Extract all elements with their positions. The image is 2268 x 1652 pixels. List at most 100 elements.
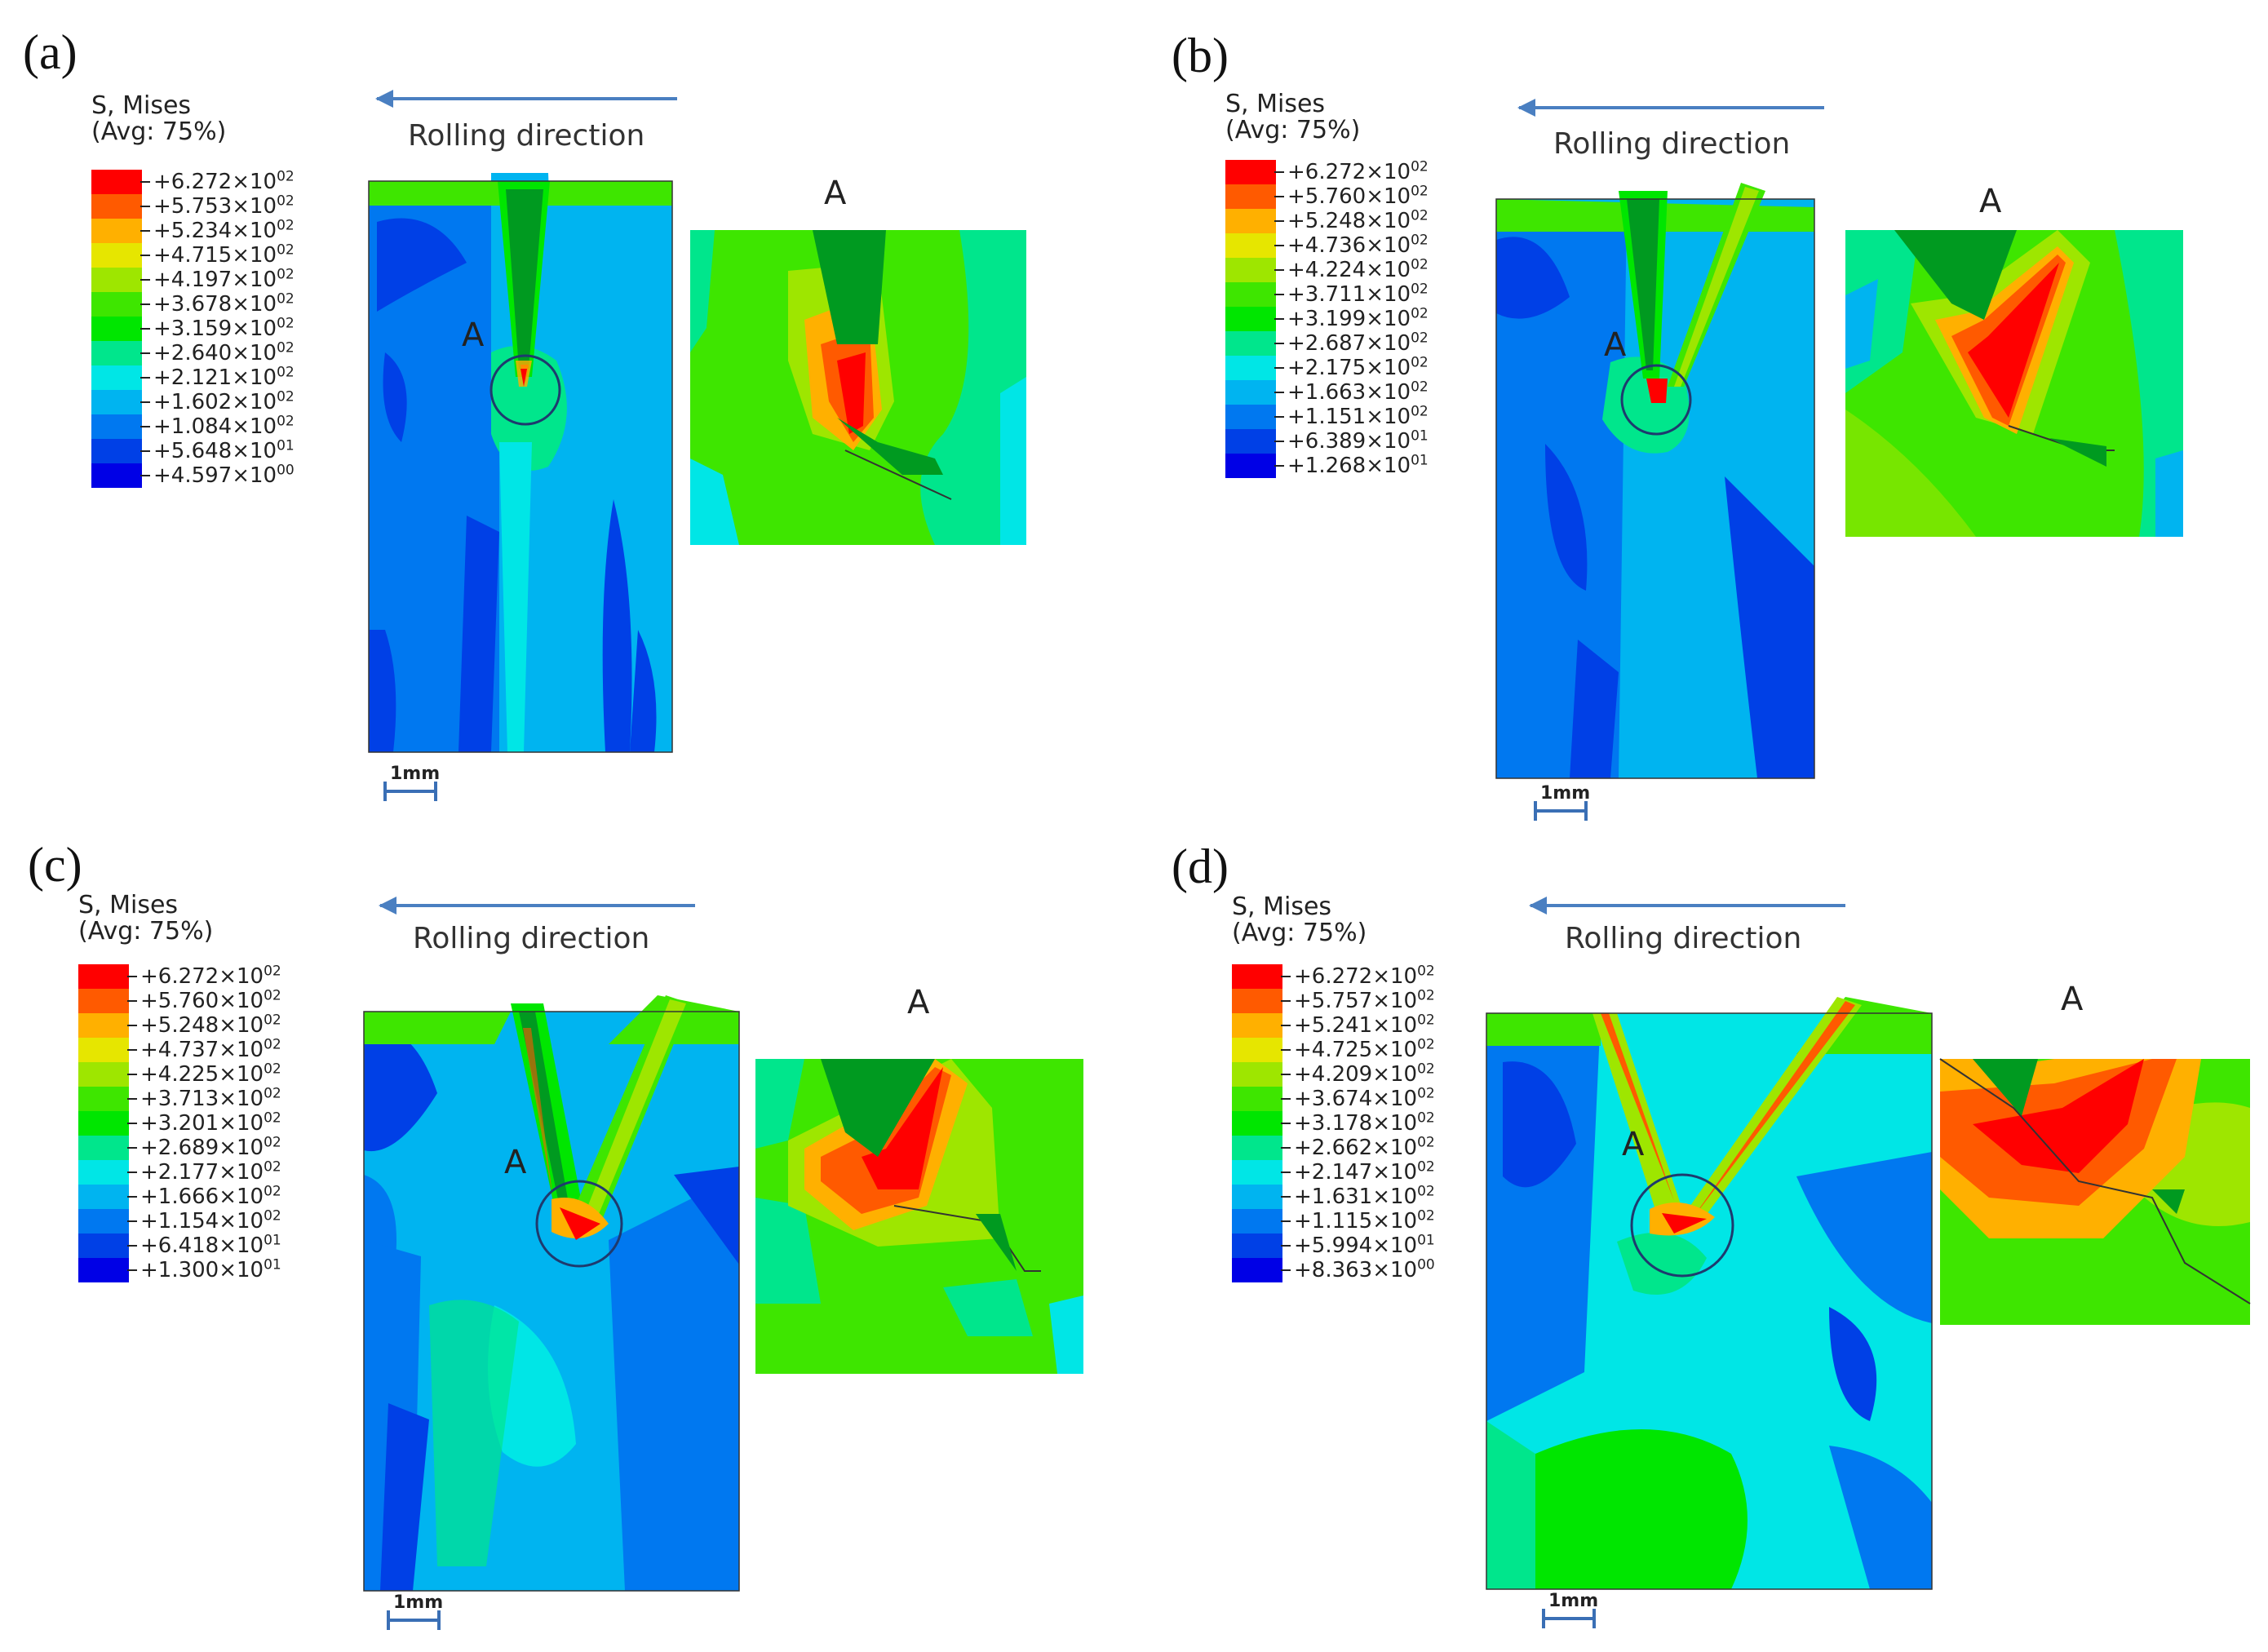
legend-value-exponent: 02 xyxy=(264,1109,281,1127)
legend-value-mantissa: +6.272×10 xyxy=(140,964,264,989)
legend-value: +1.300×1001 xyxy=(140,1258,281,1282)
legend-value-exponent: 02 xyxy=(1411,232,1429,249)
legend-color-swatch xyxy=(1232,964,1282,989)
legend-value-exponent: 02 xyxy=(1417,1158,1435,1176)
legend-color-swatch xyxy=(91,219,142,243)
legend-value-mantissa: +2.640×10 xyxy=(153,341,277,365)
legend-value-exponent: 02 xyxy=(277,315,295,332)
legend-color-swatch xyxy=(1225,429,1276,454)
zoom-title-a: A xyxy=(1979,183,2002,220)
legend-value-mantissa: +1.663×10 xyxy=(1287,380,1411,405)
legend-value: +1.154×1002 xyxy=(140,1209,281,1233)
legend-value-mantissa: +6.272×10 xyxy=(1294,964,1418,989)
legend-row: +5.248×1002 xyxy=(78,1013,281,1038)
legend-row: +6.272×1002 xyxy=(1225,160,1429,184)
legend-value: +6.389×1001 xyxy=(1287,429,1429,454)
legend-row: +1.631×1002 xyxy=(1232,1185,1435,1209)
legend-tick xyxy=(140,426,150,427)
legend-row: +5.753×1002 xyxy=(91,194,295,219)
legend-tick xyxy=(1281,1049,1291,1051)
panel-label: (a) xyxy=(23,25,78,79)
legend-row: +8.363×1000 xyxy=(1232,1258,1435,1282)
legend-value: +2.175×1002 xyxy=(1287,356,1429,380)
legend-value-exponent: 02 xyxy=(1411,354,1429,371)
legend-tick xyxy=(127,1245,137,1247)
legend-tick xyxy=(140,352,150,354)
legend-title: S, Mises (Avg: 75%) xyxy=(1232,892,1367,947)
legend-value-mantissa: +4.225×10 xyxy=(140,1062,264,1087)
legend-value-mantissa: +8.363×10 xyxy=(1294,1258,1418,1282)
legend-color-swatch xyxy=(78,1185,129,1209)
scale-label: 1mm xyxy=(390,764,441,784)
rolling-direction-label: Rolling direction xyxy=(1553,127,1791,161)
legend-tick xyxy=(1274,269,1284,271)
legend-tick xyxy=(127,1269,137,1271)
legend-value-exponent: 02 xyxy=(277,193,295,210)
legend-value-mantissa: +5.248×10 xyxy=(1287,209,1411,233)
legend-tick xyxy=(1281,1025,1291,1026)
legend-value: +4.737×1002 xyxy=(140,1038,281,1062)
legend-color-swatch xyxy=(91,170,142,194)
legend-value-exponent: 02 xyxy=(277,290,295,308)
rolling-direction-label: Rolling direction xyxy=(413,922,650,955)
legend-color-swatch xyxy=(91,243,142,268)
legend-color-swatch xyxy=(78,1062,129,1087)
legend-tick xyxy=(127,1098,137,1100)
legend-color-swatch xyxy=(1232,1111,1282,1136)
legend-tick xyxy=(140,475,150,476)
legend-value-exponent: 02 xyxy=(1417,1085,1435,1102)
legend-tick xyxy=(1281,1196,1291,1198)
legend-tick xyxy=(1274,294,1284,295)
legend-color-swatch xyxy=(1225,258,1276,282)
legend-value-mantissa: +5.248×10 xyxy=(140,1013,264,1038)
zoom-detail-plot xyxy=(755,1059,1083,1374)
scale-bar: 1mm xyxy=(387,1592,444,1630)
legend-value-exponent: 01 xyxy=(1411,452,1429,469)
legend-value-exponent: 02 xyxy=(1417,1207,1435,1225)
legend-row: +6.272×1002 xyxy=(78,964,281,989)
legend-value: +3.713×1002 xyxy=(140,1087,281,1111)
legend-row: +1.115×1002 xyxy=(1232,1209,1435,1233)
legend-value-mantissa: +6.272×10 xyxy=(153,170,277,194)
zoom-detail-plot xyxy=(690,230,1026,545)
zoom-detail-plot xyxy=(1845,230,2183,537)
legend-row: +1.268×1001 xyxy=(1225,454,1429,478)
zoom-title-a: A xyxy=(2061,981,2084,1018)
legend-tick xyxy=(1274,465,1284,467)
legend-row: +4.737×1002 xyxy=(78,1038,281,1062)
legend-tick xyxy=(127,1220,137,1222)
legend-value: +1.151×1002 xyxy=(1287,405,1429,429)
legend-value-mantissa: +2.175×10 xyxy=(1287,356,1411,380)
legend-color-swatch xyxy=(78,1258,129,1282)
legend-color-swatch xyxy=(1225,282,1276,307)
legend-value-exponent: 02 xyxy=(264,1061,281,1078)
legend-tick xyxy=(140,303,150,305)
legend-value-exponent: 02 xyxy=(277,339,295,357)
legend-row: +6.272×1002 xyxy=(91,170,295,194)
legend-value: +6.272×1002 xyxy=(153,170,295,194)
legend-color-swatch xyxy=(1232,1258,1282,1282)
legend-color-swatch xyxy=(1225,380,1276,405)
legend-row: +4.725×1002 xyxy=(1232,1038,1435,1062)
legend-value-mantissa: +4.209×10 xyxy=(1294,1062,1418,1087)
legend-row: +1.602×1002 xyxy=(91,390,295,414)
legend-value-exponent: 02 xyxy=(277,217,295,234)
legend-color-swatch xyxy=(78,1233,129,1258)
legend-value-mantissa: +1.115×10 xyxy=(1294,1209,1418,1233)
legend-value: +5.994×1001 xyxy=(1294,1233,1435,1258)
legend-row: +5.994×1001 xyxy=(1232,1233,1435,1258)
panel-d: (d) S, Mises (Avg: 75%) +6.272×1002 +5.75… xyxy=(1134,816,2268,1632)
legend-title: S, Mises (Avg: 75%) xyxy=(1225,90,1361,144)
legend-value: +8.363×1000 xyxy=(1294,1258,1435,1282)
legend-tick xyxy=(1281,1220,1291,1222)
legend-value-exponent: 02 xyxy=(1417,1134,1435,1151)
legend-value-mantissa: +5.241×10 xyxy=(1294,1013,1418,1038)
legend-color-swatch xyxy=(91,268,142,292)
legend-value-mantissa: +5.648×10 xyxy=(153,439,277,463)
legend-value: +5.760×1002 xyxy=(140,989,281,1013)
legend-value-mantissa: +5.234×10 xyxy=(153,219,277,243)
legend-row: +3.201×1002 xyxy=(78,1111,281,1136)
legend-value-mantissa: +5.757×10 xyxy=(1294,989,1418,1013)
legend-value: +2.147×1002 xyxy=(1294,1160,1435,1185)
legend-tick xyxy=(127,976,137,977)
